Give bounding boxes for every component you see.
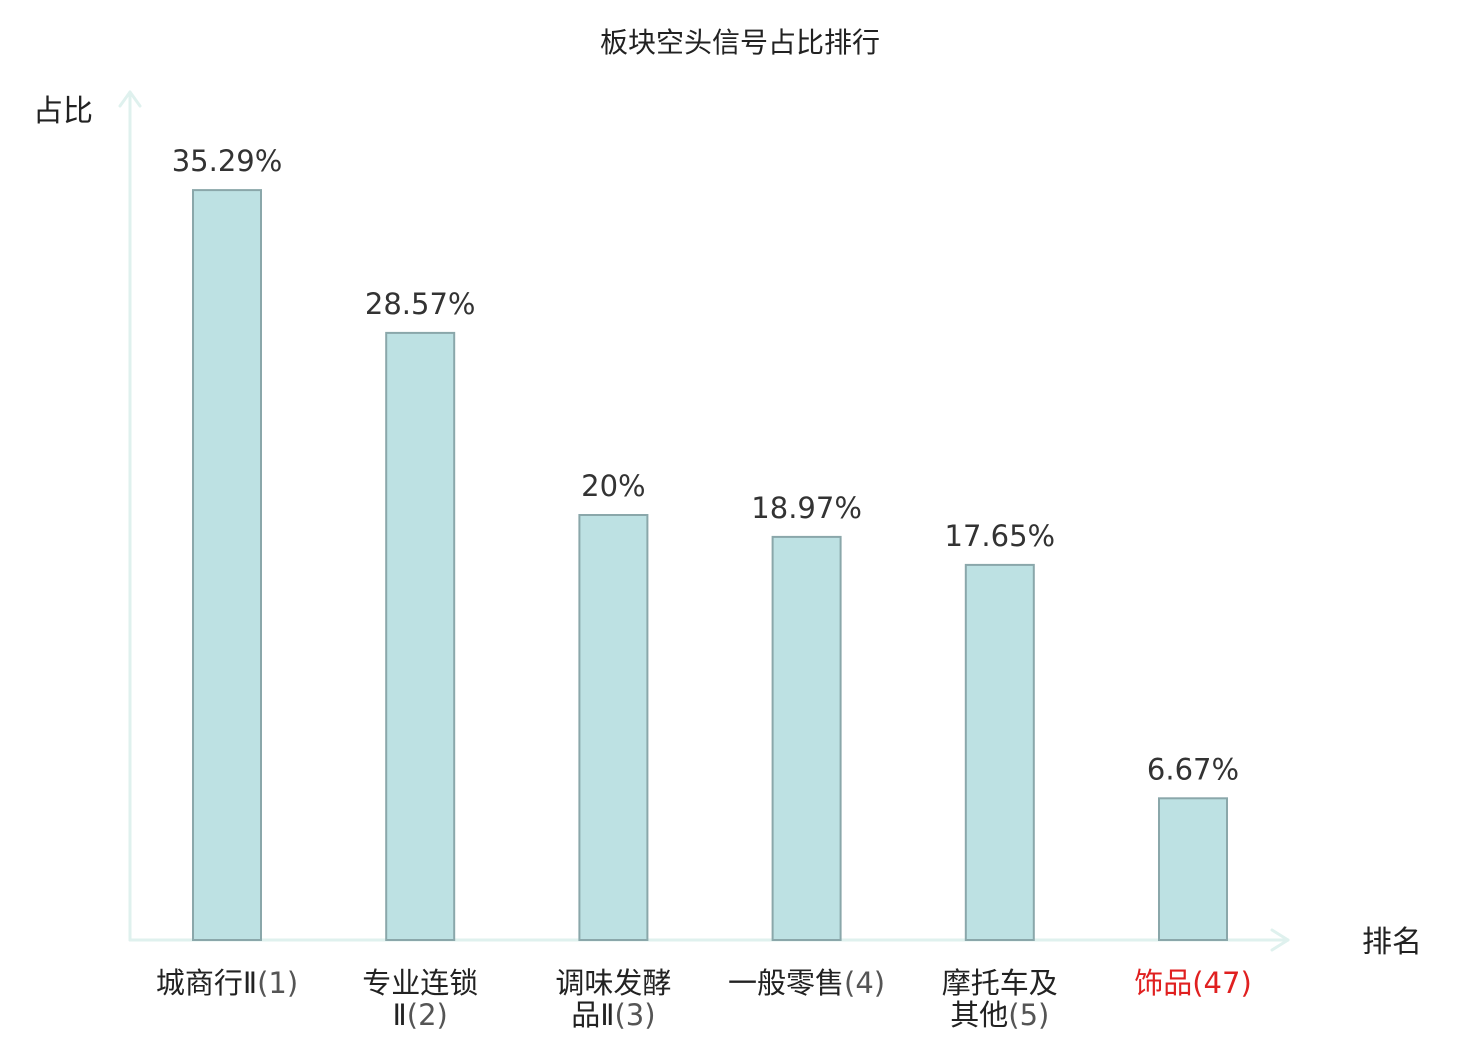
bar-value-label: 35.29% <box>172 144 283 178</box>
category-label: 一般零售(4) <box>728 966 885 1000</box>
bar-value-label: 6.67% <box>1147 752 1239 786</box>
bar <box>771 535 842 942</box>
category-label: 调味发酵 <box>555 966 671 1000</box>
bars-group <box>192 189 1228 942</box>
bar <box>385 331 456 941</box>
y-axis <box>118 90 142 942</box>
bar-value-label: 17.65% <box>945 519 1056 553</box>
category-rank: (2) <box>407 998 448 1032</box>
category-rank: (1) <box>257 966 298 1000</box>
x-axis <box>128 928 1290 952</box>
y-axis-label: 占比 <box>33 94 93 129</box>
category-label: 其他(5) <box>950 998 1049 1032</box>
bar <box>578 514 649 941</box>
x-axis-label: 排名 <box>1362 925 1422 960</box>
chart-title: 板块空头信号占比排行 <box>600 26 880 59</box>
bar <box>192 189 262 942</box>
category-rank: (5) <box>1008 998 1049 1032</box>
bar-value-label: 28.57% <box>365 287 476 321</box>
bar <box>964 563 1035 942</box>
bar-value-label: 20% <box>581 469 645 503</box>
bar <box>1158 797 1228 941</box>
category-label: 品Ⅱ(3) <box>571 998 655 1032</box>
category-label: 城商行Ⅱ(1) <box>156 966 298 1000</box>
value-labels-group: 35.29% 28.57% 20% 18.97% 17.65% 6.67% <box>172 144 1239 786</box>
category-label: 专业连锁 <box>362 966 478 1000</box>
category-label: 饰品(47) <box>1134 966 1252 1000</box>
category-label: 摩托车及 <box>942 966 1058 1000</box>
category-rank: (47) <box>1192 966 1252 1000</box>
category-label: Ⅱ(2) <box>393 998 448 1032</box>
bar-value-label: 18.97% <box>751 491 862 525</box>
category-rank: (4) <box>844 966 885 1000</box>
category-rank: (3) <box>614 998 655 1032</box>
